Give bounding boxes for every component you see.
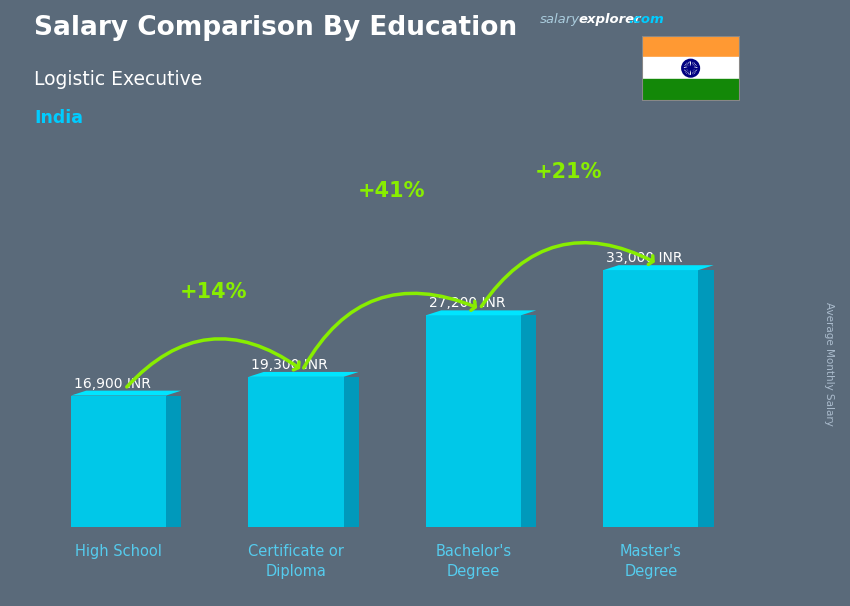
Text: Average Monthly Salary: Average Monthly Salary (824, 302, 834, 425)
Bar (604, 270, 699, 527)
Text: +21%: +21% (535, 162, 603, 182)
Bar (248, 377, 343, 527)
FancyBboxPatch shape (166, 396, 181, 527)
Bar (642, 58, 740, 79)
FancyBboxPatch shape (699, 270, 714, 527)
Text: explorer: explorer (579, 13, 642, 26)
Bar (71, 396, 166, 527)
Text: 33,000 INR: 33,000 INR (606, 251, 683, 265)
Polygon shape (604, 265, 714, 270)
Text: +14%: +14% (180, 282, 247, 302)
Text: .com: .com (628, 13, 664, 26)
Polygon shape (248, 372, 359, 377)
Circle shape (689, 67, 692, 70)
Polygon shape (426, 310, 536, 315)
Text: 27,200 INR: 27,200 INR (429, 296, 506, 310)
Text: +41%: +41% (357, 181, 425, 201)
Bar (426, 315, 521, 527)
Text: India: India (34, 109, 83, 127)
Text: Salary Comparison By Education: Salary Comparison By Education (34, 15, 517, 41)
Text: Logistic Executive: Logistic Executive (34, 70, 202, 88)
Polygon shape (71, 391, 181, 396)
Text: salary: salary (540, 13, 580, 26)
Bar (642, 36, 740, 58)
Text: 19,300 INR: 19,300 INR (252, 358, 328, 372)
Text: 16,900 INR: 16,900 INR (74, 377, 150, 391)
FancyBboxPatch shape (521, 315, 536, 527)
Bar (642, 79, 740, 101)
FancyBboxPatch shape (343, 377, 359, 527)
